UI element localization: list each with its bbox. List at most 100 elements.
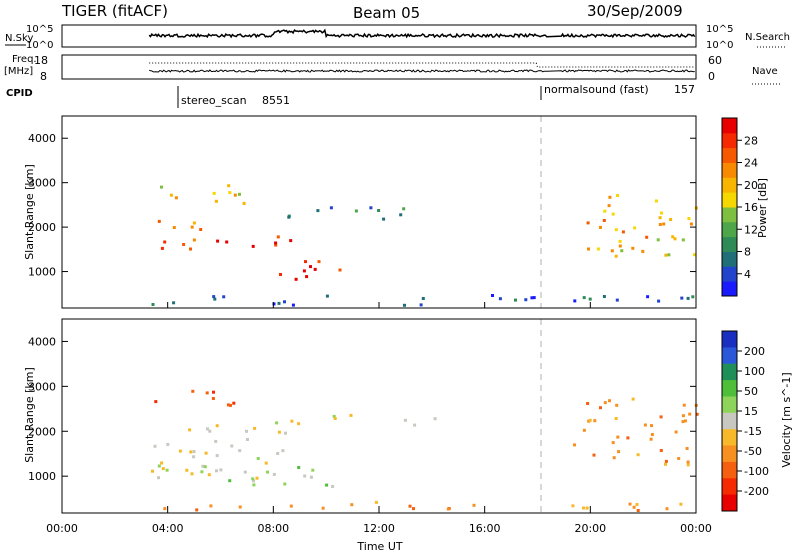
- data-cell: [172, 301, 176, 305]
- cpid-program-2-name: normalsound (fast): [544, 83, 649, 96]
- data-cell: [222, 295, 226, 299]
- data-cell: [403, 418, 407, 422]
- data-cell: [305, 275, 309, 279]
- data-cell: [212, 295, 216, 299]
- data-cell: [212, 191, 216, 195]
- data-cell: [208, 429, 212, 433]
- data-cell: [203, 465, 207, 469]
- data-cell: [631, 246, 635, 250]
- colorbar-tick-label: -200: [744, 485, 769, 498]
- data-cell: [252, 479, 256, 483]
- nsky-left-tick-bottom: 10^0: [26, 40, 53, 51]
- data-cell: [213, 297, 217, 301]
- colorbar-swatch: [722, 236, 737, 252]
- data-cell: [679, 502, 683, 506]
- data-cell: [256, 457, 260, 460]
- freq-left-tick-top: 18: [34, 54, 48, 67]
- data-cell: [219, 468, 223, 472]
- data-cell: [215, 454, 219, 458]
- data-cell: [302, 269, 306, 273]
- data-cell: [165, 468, 169, 472]
- data-cell: [195, 508, 199, 512]
- colorbar-swatch: [722, 147, 737, 163]
- x-tick-label: 08:00: [257, 522, 289, 535]
- data-cell: [612, 456, 616, 460]
- data-cell: [412, 507, 415, 511]
- nave-trace: [148, 69, 695, 73]
- cpid-row: CPID stereo_scan 8551 normalsound (fast)…: [6, 83, 695, 108]
- data-cell: [199, 228, 203, 231]
- data-cell: [664, 462, 667, 466]
- colorbar-tick-label: 16: [744, 201, 758, 214]
- data-cell: [491, 294, 494, 297]
- data-cell: [275, 421, 279, 425]
- data-cell: [614, 254, 618, 258]
- data-cell: [593, 419, 597, 423]
- data-cell: [209, 504, 213, 508]
- data-cell: [681, 238, 685, 242]
- data-cell: [628, 502, 632, 506]
- data-cell: [226, 403, 230, 407]
- colorbar-tick-label: 15: [744, 405, 758, 418]
- colorbar-tick-label: 4: [744, 268, 751, 281]
- data-cell: [281, 449, 285, 453]
- data-cell: [316, 209, 320, 213]
- data-cell: [607, 204, 611, 208]
- data-cell: [163, 507, 167, 511]
- colorbar-tick-label: -15: [744, 425, 762, 438]
- data-cell: [215, 424, 219, 428]
- data-cell: [586, 221, 590, 225]
- data-cell: [677, 457, 681, 460]
- data-cell: [689, 222, 693, 226]
- cpid-label: CPID: [6, 88, 33, 99]
- x-tick-label: 20:00: [574, 522, 606, 535]
- colorbar-swatch: [722, 221, 737, 238]
- data-cell: [596, 247, 600, 251]
- data-cell: [691, 295, 695, 299]
- data-cell: [610, 249, 614, 253]
- data-cell: [255, 476, 259, 480]
- data-cell: [587, 247, 590, 251]
- data-cell: [178, 449, 182, 453]
- data-cell: [350, 503, 354, 507]
- freq-left-tick-bottom: 8: [40, 70, 47, 83]
- data-cell: [599, 406, 602, 410]
- data-cell: [230, 444, 234, 448]
- data-cell: [274, 241, 278, 245]
- data-cell: [157, 219, 161, 223]
- data-cell: [227, 184, 231, 188]
- colorbar-tick-label: 24: [744, 157, 758, 170]
- data-cell: [588, 297, 592, 301]
- data-cell: [681, 420, 685, 424]
- data-cell: [233, 193, 237, 197]
- data-cell: [671, 235, 675, 239]
- data-cell: [602, 219, 606, 222]
- data-cell: [272, 472, 276, 476]
- velocity-colorbar-ticks: 200 100 50 15 -15 -50 -100 -200: [737, 345, 769, 498]
- data-cell: [687, 217, 691, 220]
- data-cell: [530, 296, 534, 300]
- data-cell: [283, 482, 287, 486]
- velocity-colorbar-frame: [721, 330, 738, 512]
- time-x-axis-label: Time UT: [356, 540, 402, 553]
- data-cell: [228, 191, 232, 195]
- data-cell: [674, 430, 678, 434]
- data-cell: [667, 253, 671, 257]
- y-tick-label: 2000: [28, 221, 56, 234]
- data-cell: [616, 435, 620, 439]
- data-cell: [214, 439, 218, 443]
- data-cell: [650, 433, 654, 436]
- date-title: 30/Sep/2009: [587, 2, 683, 20]
- data-cell: [277, 301, 281, 305]
- data-cell: [662, 222, 666, 226]
- data-cell: [614, 228, 618, 232]
- data-cell: [160, 185, 163, 189]
- data-cell: [349, 413, 353, 417]
- colorbar-swatch: [722, 494, 737, 512]
- data-cell: [216, 239, 220, 243]
- data-cell: [617, 450, 621, 454]
- colorbar-tick-label: 8: [744, 246, 751, 259]
- data-cell: [472, 503, 476, 507]
- data-cell: [242, 201, 246, 205]
- data-cell: [214, 199, 218, 203]
